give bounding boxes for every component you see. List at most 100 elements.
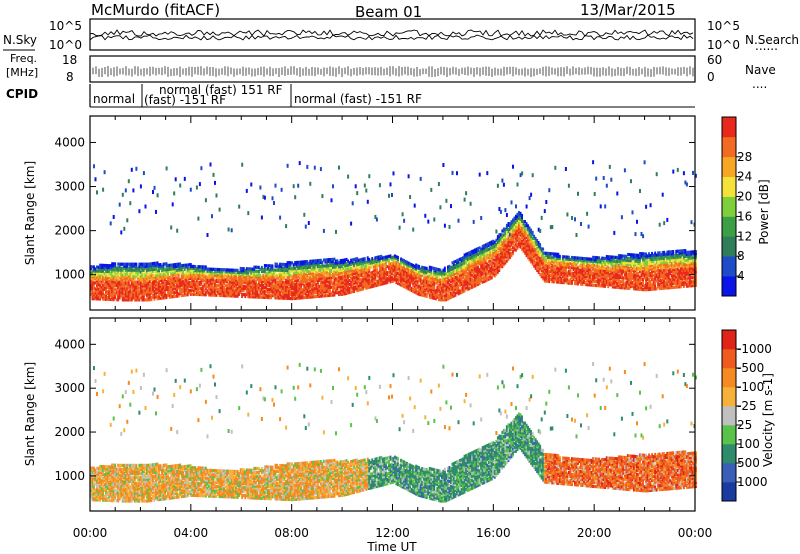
power-cell <box>458 219 460 223</box>
freq-tick-top: 18 <box>62 53 77 67</box>
power-cell <box>545 200 547 204</box>
power-cell <box>414 204 416 208</box>
power-cell <box>138 209 140 213</box>
power-cell <box>131 168 133 172</box>
power-cell <box>433 218 435 222</box>
power-cell <box>275 184 277 188</box>
power-cell <box>129 201 131 205</box>
power-cell <box>399 226 401 230</box>
power-cell <box>542 248 544 251</box>
nsky-label: N.Sky <box>3 33 37 47</box>
power-cell <box>501 179 503 183</box>
power-cell <box>264 196 266 200</box>
power-cell <box>273 201 275 205</box>
power-cell <box>335 230 337 234</box>
power-cell <box>119 203 121 207</box>
power-cell <box>219 208 221 212</box>
power-cell <box>368 174 370 178</box>
power-cell <box>261 216 263 220</box>
beam-label: Beam 01 <box>355 3 422 21</box>
freq-traces <box>90 66 693 77</box>
plot-title: McMurdo (fitACF) <box>91 1 220 19</box>
power-cell <box>126 218 128 222</box>
power-cell <box>438 182 440 186</box>
power-cell <box>285 224 287 228</box>
power-cell <box>391 193 393 197</box>
power-cell <box>152 190 154 194</box>
power-cell <box>430 188 432 192</box>
power-cell <box>294 195 296 199</box>
power-cell <box>397 256 399 259</box>
power-cell <box>157 193 159 197</box>
power-cell <box>145 205 147 209</box>
power-cell <box>303 213 305 217</box>
power-cell <box>445 199 447 203</box>
power-cell <box>479 173 481 177</box>
power-cell <box>539 229 541 233</box>
power-cell <box>113 215 115 219</box>
power-cell <box>364 257 366 260</box>
power-cell <box>323 229 325 233</box>
power-cell <box>305 225 307 229</box>
power-cell <box>309 182 311 186</box>
power-cell <box>238 205 240 209</box>
power-cell <box>541 216 543 220</box>
power-cell <box>173 191 175 195</box>
power-cell <box>554 166 556 170</box>
power-cell <box>199 182 201 186</box>
nave-label: Nave <box>745 63 776 77</box>
power-cell <box>515 204 517 208</box>
power-cell <box>314 166 316 170</box>
power-cell <box>444 267 446 270</box>
power-cell <box>154 186 156 190</box>
power-cell <box>511 200 513 204</box>
power-cell <box>95 177 97 181</box>
power-cell <box>350 222 352 226</box>
cpid-segment-3: normal (fast) -151 RF <box>294 92 422 106</box>
power-cell <box>486 171 488 175</box>
power-cell <box>228 228 230 232</box>
power-cell <box>179 184 181 188</box>
power-cell <box>200 166 202 170</box>
power-cell <box>544 209 546 213</box>
power-cell <box>128 179 130 183</box>
power-cell <box>211 214 213 218</box>
power-cell <box>197 217 199 221</box>
power-cell <box>207 233 209 237</box>
power-cell <box>491 276 493 279</box>
power-cell <box>299 161 301 165</box>
power-cell <box>365 189 367 193</box>
cpid-segment-1: normal <box>93 92 135 106</box>
power-cell <box>449 225 451 229</box>
power-heatmap <box>90 160 697 301</box>
nave-tick-top: 60 <box>707 53 722 67</box>
power-cell <box>279 216 281 220</box>
power-cell <box>93 164 95 168</box>
nsky-tick-top-right: 10^5 <box>707 19 740 33</box>
power-cell <box>321 194 323 198</box>
nave-tick-bottom: 0 <box>707 70 715 84</box>
cpid-segment-2-line2: (fast) -151 RF <box>144 93 226 107</box>
power-cell <box>331 198 333 202</box>
power-cell <box>532 173 534 177</box>
power-cell <box>379 183 381 187</box>
power-cell <box>308 221 310 225</box>
nsky-traces <box>90 30 693 40</box>
power-cell <box>439 205 441 209</box>
power-cell <box>272 196 274 200</box>
power-cell <box>473 220 475 224</box>
nave-dots: .... <box>752 77 767 91</box>
power-cell <box>259 186 261 190</box>
power-cell <box>297 184 299 188</box>
power-cell <box>231 228 233 232</box>
power-cell <box>306 165 308 169</box>
power-cell <box>450 204 452 208</box>
power-cell <box>122 193 124 197</box>
power-cell <box>427 220 429 224</box>
power-cell <box>125 188 127 192</box>
freq-label-2: [MHz] <box>6 66 38 79</box>
power-cell <box>504 208 506 212</box>
power-cell <box>114 262 116 265</box>
power-cell <box>390 182 392 186</box>
